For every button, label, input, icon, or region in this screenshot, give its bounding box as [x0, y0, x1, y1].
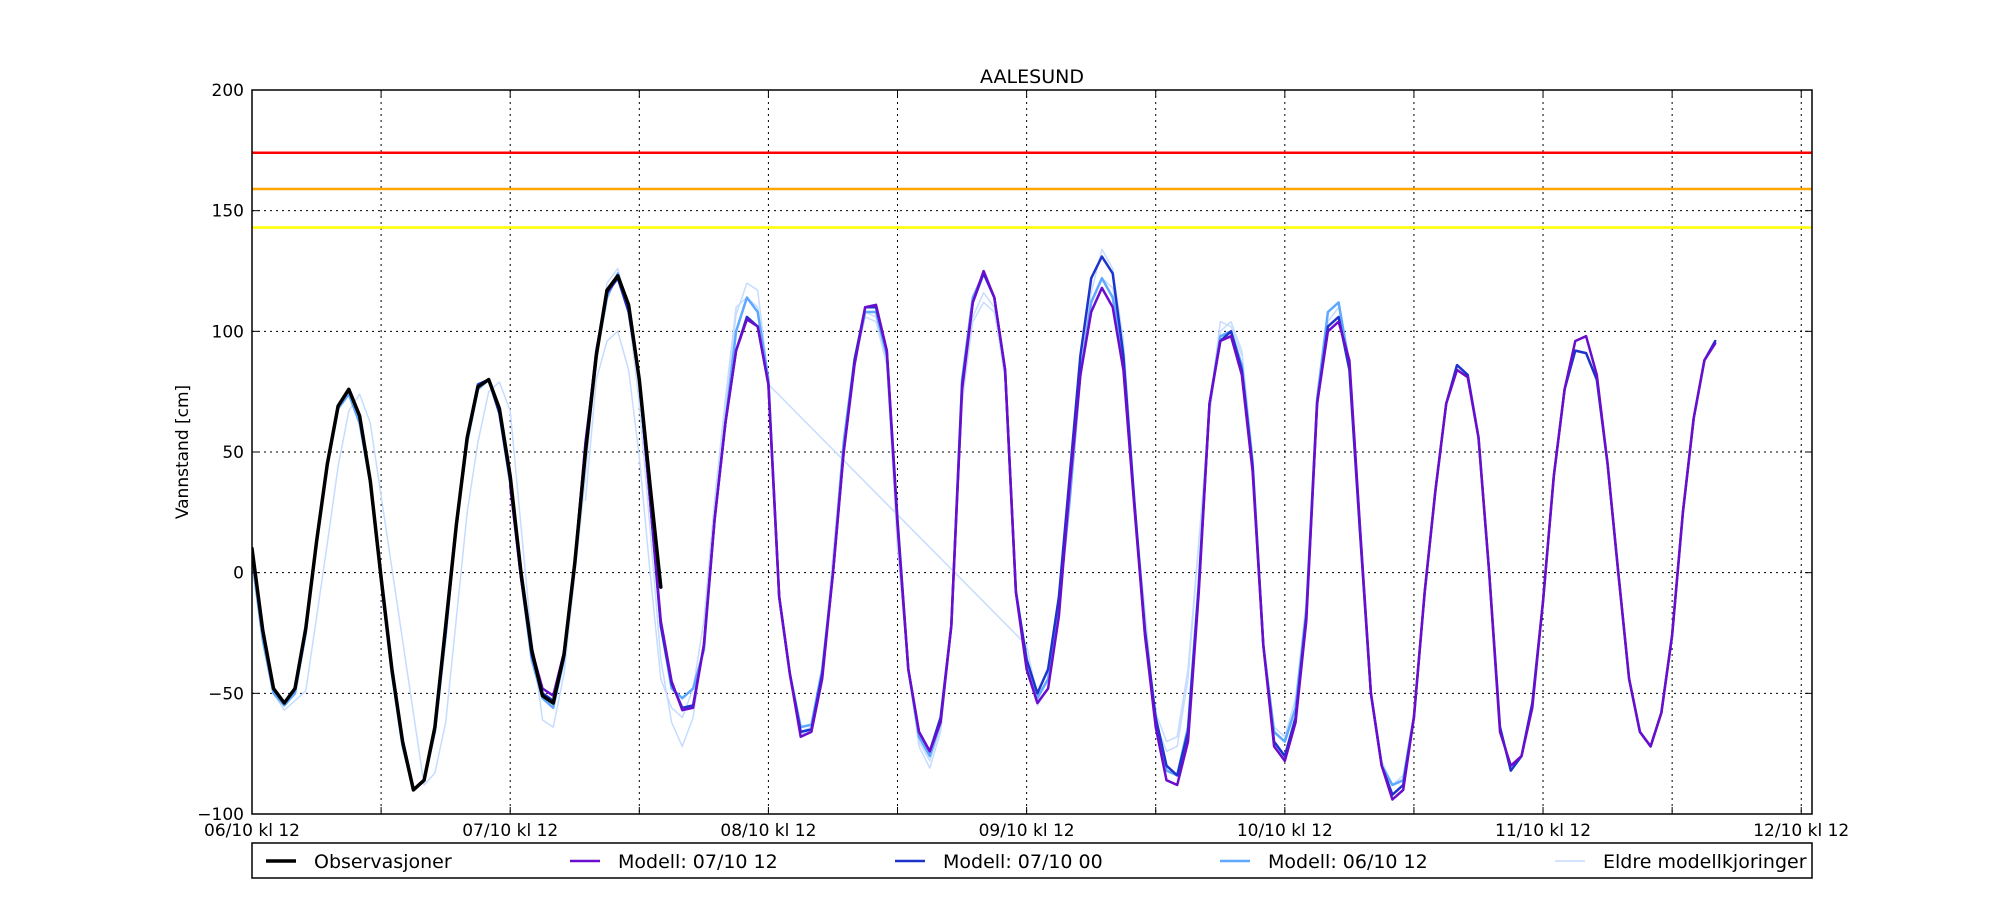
y-axis-label: Vannstand [cm] — [173, 385, 193, 519]
legend-label: Modell: 06/10 12 — [1268, 851, 1428, 873]
legend-label: Eldre modellkjoringer — [1603, 851, 1807, 873]
x-tick-label: 06/10 kl 12 — [204, 821, 300, 841]
x-tick-label: 10/10 kl 12 — [1237, 821, 1333, 841]
legend-label: Observasjoner — [314, 851, 452, 873]
legend: Observasjoner Modell: 07/10 12 Modell: 07/… — [251, 842, 1813, 879]
legend-label: Modell: 07/10 12 — [618, 851, 778, 873]
y-tick-label: 150 — [212, 202, 244, 222]
x-tick-label: 11/10 kl 12 — [1495, 821, 1591, 841]
y-tick-label: −100 — [197, 805, 244, 825]
x-tick-label: 12/10 kl 12 — [1753, 821, 1849, 841]
series-lines — [252, 248, 1717, 801]
y-tick-label: 100 — [212, 322, 244, 342]
y-tick-label: −50 — [208, 684, 244, 704]
threshold-lines — [252, 151, 1812, 229]
y-tick-label: 50 — [222, 443, 244, 463]
x-tick-label: 08/10 kl 12 — [720, 821, 816, 841]
series-line — [252, 274, 663, 792]
legend-frame — [251, 842, 1813, 879]
legend-label: Modell: 07/10 00 — [943, 851, 1103, 873]
x-tick-label: 09/10 kl 12 — [979, 821, 1075, 841]
x-tick-label: 07/10 kl 12 — [462, 821, 558, 841]
y-tick-label: 200 — [212, 81, 244, 101]
chart-title: AALESUND — [980, 66, 1084, 88]
y-tick-label: 0 — [233, 564, 244, 584]
series-line — [508, 269, 1717, 801]
